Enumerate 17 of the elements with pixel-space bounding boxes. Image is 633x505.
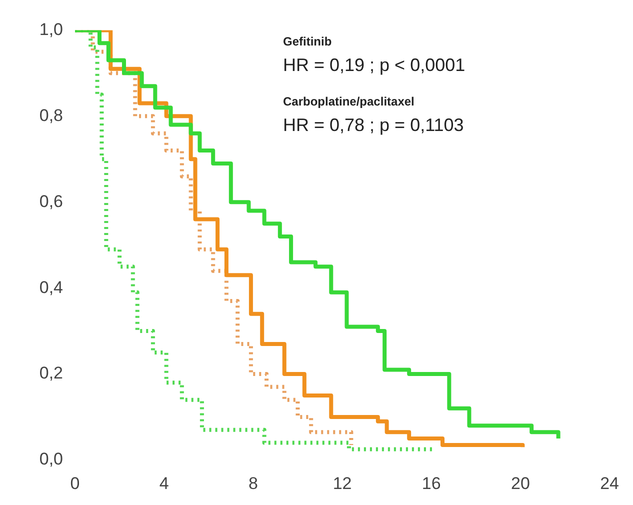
x-tick-label: 20 xyxy=(510,474,530,493)
x-tick-label: 16 xyxy=(422,474,441,493)
y-tick-label: 0,4 xyxy=(39,278,63,297)
y-tick-label: 1,0 xyxy=(39,20,63,39)
x-tick-label: 8 xyxy=(248,474,258,493)
annotation: HR = 0,78 ; p = 0,1103 xyxy=(283,114,464,135)
y-tick-label: 0,0 xyxy=(39,450,63,469)
x-tick-label: 4 xyxy=(159,474,169,493)
x-tick-label: 0 xyxy=(70,474,80,493)
annotation: Carboplatine/paclitaxel xyxy=(283,94,414,108)
y-tick-label: 0,2 xyxy=(39,364,63,383)
annotation: Gefitinib xyxy=(283,34,332,48)
x-tick-label: 12 xyxy=(332,474,352,493)
x-tick-label: 24 xyxy=(600,474,620,493)
y-tick-label: 0,6 xyxy=(39,192,63,211)
annotation: HR = 0,19 ; p < 0,0001 xyxy=(283,54,466,75)
y-tick-label: 0,8 xyxy=(39,106,63,125)
